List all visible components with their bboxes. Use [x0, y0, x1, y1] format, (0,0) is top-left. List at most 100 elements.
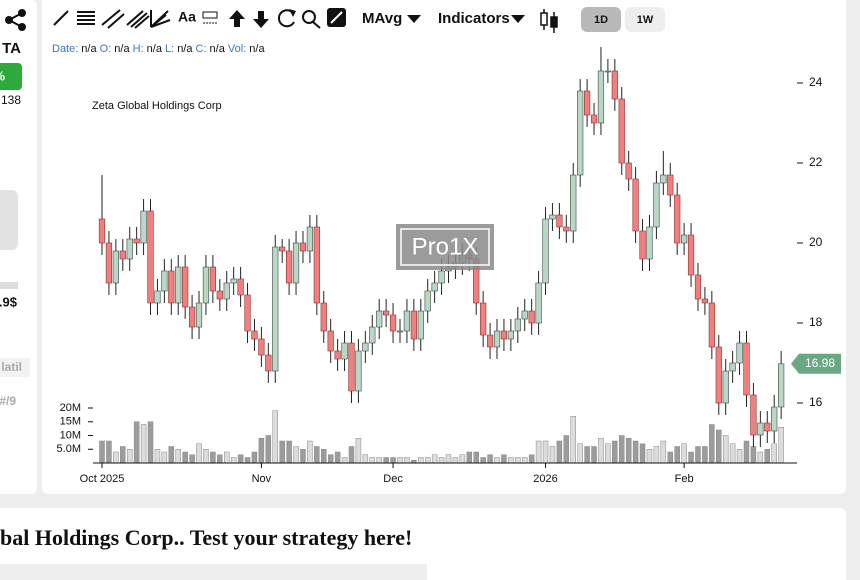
- y2-tick-label: 20M: [60, 402, 81, 414]
- candle-body: [577, 90, 584, 176]
- candle-body: [667, 174, 674, 196]
- volume-bar: [667, 451, 674, 464]
- volume-bar: [709, 424, 715, 464]
- candle-body: [403, 310, 411, 332]
- volume-bar: [681, 443, 687, 464]
- ticker: TA: [2, 40, 21, 57]
- candle-body: [722, 370, 729, 404]
- moving-average-menu[interactable]: MAvg: [362, 10, 402, 27]
- volume-bar: [521, 457, 528, 464]
- toolbar-icons[interactable]: [202, 8, 346, 29]
- indicators-menu[interactable]: Indicators: [438, 10, 510, 27]
- volume-bar: [736, 449, 743, 464]
- candle-body: [764, 422, 771, 432]
- promo-heading: bal Holdings Corp.. Test your strategy h…: [0, 525, 412, 550]
- volume-bar: [293, 446, 299, 464]
- volume-bar: [716, 429, 722, 464]
- change-badge: [0, 63, 22, 90]
- volume-bar: [480, 457, 486, 464]
- info-label: H:: [133, 43, 144, 55]
- volume-bar: [528, 454, 535, 464]
- y2-tick-label: 5.0M: [57, 443, 81, 455]
- candle-body: [209, 266, 216, 292]
- volume-bar: [327, 454, 334, 464]
- promo-input[interactable]: [0, 564, 427, 580]
- candle-body: [771, 406, 778, 432]
- candle-body: [223, 282, 230, 300]
- candle-body: [105, 242, 113, 284]
- interval-1w[interactable]: 1W: [637, 14, 654, 26]
- candle-body: [480, 302, 487, 336]
- volume-bar: [362, 454, 369, 464]
- volume-bar: [140, 424, 147, 464]
- volume-bar: [265, 435, 272, 464]
- candle-body: [251, 330, 258, 340]
- volume-bar: [466, 451, 473, 464]
- volume-bar: [674, 446, 680, 464]
- share-icon[interactable]: [5, 9, 26, 31]
- candle-body: [355, 350, 362, 392]
- volume-bar: [203, 449, 209, 464]
- volume-bar: [154, 449, 161, 464]
- dropdown-arrow[interactable]: [407, 15, 421, 23]
- volume-bar: [729, 443, 736, 464]
- volume-bar: [722, 435, 729, 464]
- last-price-label: 16.98: [805, 356, 835, 370]
- candle-body: [701, 298, 709, 304]
- dropdown-arrow[interactable]: [511, 15, 525, 23]
- candle-body: [507, 330, 514, 340]
- candle-body: [653, 182, 660, 228]
- tab[interactable]: latil: [1, 360, 22, 374]
- interval-button-active[interactable]: [581, 7, 621, 32]
- candle-body: [98, 218, 106, 244]
- drawing-tools[interactable]: [53, 9, 171, 29]
- info-value: n/a: [114, 43, 130, 55]
- volume-bar: [570, 416, 576, 464]
- candle-body: [161, 270, 168, 292]
- promo-card: [0, 508, 846, 580]
- volume-bar: [126, 449, 133, 464]
- candle-body: [632, 178, 639, 232]
- watermark-box: [396, 224, 494, 270]
- volume-bar: [424, 457, 431, 464]
- candle-body: [687, 234, 695, 276]
- interval-button[interactable]: [625, 7, 665, 32]
- candle-body: [348, 342, 355, 392]
- x-tick-label: Feb: [675, 473, 694, 485]
- candle-body: [306, 226, 314, 252]
- candle-body: [369, 326, 376, 344]
- candle-body: [147, 210, 154, 304]
- volume-bar: [223, 451, 230, 464]
- candle-body: [597, 70, 605, 124]
- volume-bar: [272, 410, 278, 464]
- candle-body: [778, 363, 785, 408]
- volume-bar: [473, 451, 479, 464]
- interval-1d[interactable]: 1D: [594, 14, 608, 26]
- candle-body: [389, 314, 397, 332]
- candle-body: [535, 282, 542, 324]
- candle-body: [313, 226, 320, 304]
- volume-bar: [341, 457, 348, 464]
- candle-body: [182, 266, 189, 308]
- x-tick-label: Oct 2025: [80, 473, 125, 485]
- candle-body: [500, 330, 508, 340]
- candle-body: [660, 174, 667, 184]
- candle-body: [556, 214, 563, 228]
- candle-body: [265, 354, 272, 372]
- volume-bar: [598, 438, 604, 464]
- candle-body: [590, 114, 598, 124]
- volume-bar: [612, 440, 618, 464]
- change: %: [0, 68, 5, 83]
- candle-body: [244, 294, 251, 332]
- text-tool[interactable]: Aa: [178, 9, 196, 25]
- candle-body: [188, 306, 196, 328]
- volume-bar: [653, 446, 660, 464]
- last-price-tag: [791, 353, 841, 374]
- candle-body: [112, 250, 119, 284]
- chart-type-icon[interactable]: [540, 9, 558, 33]
- volume-bar: [702, 446, 708, 464]
- candle-body: [424, 290, 431, 312]
- volume-bar: [757, 451, 764, 464]
- candle-body: [528, 310, 535, 324]
